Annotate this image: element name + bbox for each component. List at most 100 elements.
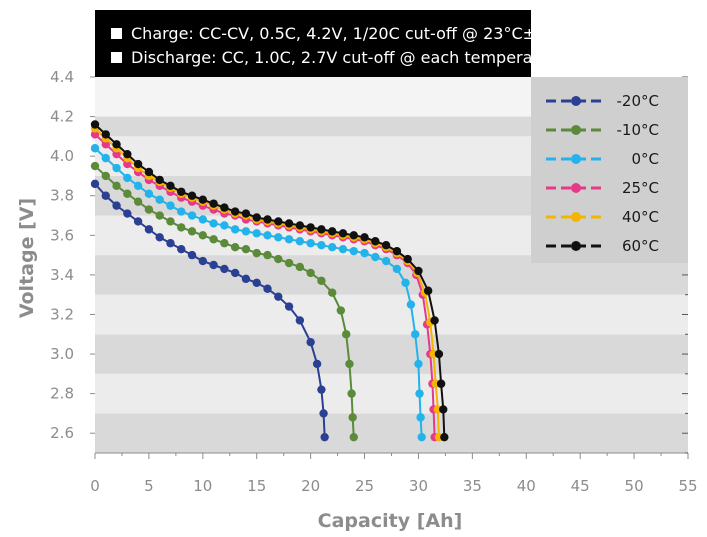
legend-swatch-dot [571,96,581,106]
data-point [306,268,315,278]
data-point [423,286,433,295]
data-point [187,250,197,260]
data-point [417,432,426,442]
legend-entry: 25°C [546,179,659,197]
data-point [241,274,251,284]
data-point [90,179,100,189]
legend-swatch-dot [571,154,581,164]
data-point [144,189,154,198]
data-point [187,191,197,200]
data-point [317,385,326,394]
data-point [274,292,283,301]
data-point [347,389,356,398]
data-point [155,195,164,204]
y-tick-label: 3.2 [50,305,74,323]
data-point [434,349,444,359]
data-point [133,159,143,169]
x-tick-label: 25 [355,477,374,495]
data-point [177,244,186,254]
data-point [252,278,261,288]
data-point [166,201,175,210]
data-point [295,237,305,246]
data-point [198,231,208,240]
legend-label: 25°C [622,179,659,197]
data-point [198,195,208,204]
data-point [381,256,391,266]
y-tick-label: 3.8 [50,187,74,205]
grid-band [95,334,688,374]
data-point [284,219,294,228]
y-tick-label: 3.4 [50,266,74,284]
legend-swatch-dot [571,125,581,135]
data-point [406,300,416,309]
data-point [155,233,164,242]
x-tick-label: 40 [517,477,536,495]
data-point [177,207,186,216]
data-point [284,302,294,311]
data-point [295,262,305,272]
data-point [416,413,425,422]
data-point [90,120,100,129]
data-point [320,432,329,442]
series--20°C [90,179,329,442]
data-point [209,199,218,208]
x-tick-label: 50 [625,477,644,495]
data-point [220,203,229,212]
data-point [230,207,240,216]
data-point [360,248,369,258]
data-point [220,264,229,274]
grid-band [95,413,688,453]
y-axis-ticks: 2.6 2.8 3.0 3.2 3.4 3.6 3.8 4.0 4.2 4.4 [50,68,688,454]
data-point [317,225,326,234]
banner-background [95,10,531,77]
data-point [198,215,208,224]
data-point [371,252,380,262]
data-point [230,242,240,252]
data-point [101,153,110,163]
y-tick-label: 2.8 [50,385,74,403]
data-point [392,246,402,256]
data-point [392,264,402,274]
y-tick-label: 3.6 [50,226,74,244]
banner-discharge: Discharge: CC, 1.0C, 2.7V cut-off @ each… [131,48,565,67]
data-point [263,284,272,293]
legend-entry: 40°C [546,208,659,226]
data-point [411,330,420,339]
y-tick-label: 2.6 [50,424,74,442]
grid-band [95,294,688,335]
data-point [401,278,410,288]
data-point [112,140,121,149]
data-point [295,316,305,325]
legend-box [531,77,688,263]
data-point [306,337,315,347]
data-point [101,140,110,149]
legend-entry: -20°C [546,92,659,110]
x-tick-label: 45 [571,477,590,495]
data-point [144,205,154,214]
data-point [133,217,143,226]
data-point [166,217,175,226]
data-point [371,237,380,246]
data-point [101,191,110,200]
data-point [436,379,446,388]
data-point [348,413,357,422]
series-60°C [90,120,449,442]
data-point [155,175,164,185]
data-point [209,235,218,244]
data-point [274,254,283,264]
data-point [345,359,354,369]
data-point [101,130,110,139]
data-point [90,130,100,139]
data-point [338,244,348,254]
y-tick-label: 4.4 [50,68,74,86]
data-point [440,432,449,442]
data-point [198,256,208,266]
legend-label: 0°C [631,150,659,168]
data-point [430,316,439,325]
data-point [144,225,154,234]
legend-label: -20°C [617,92,659,110]
data-point [403,254,412,264]
data-point [349,246,358,256]
y-tick-label: 4.2 [50,108,74,126]
x-tick-label: 10 [193,477,212,495]
